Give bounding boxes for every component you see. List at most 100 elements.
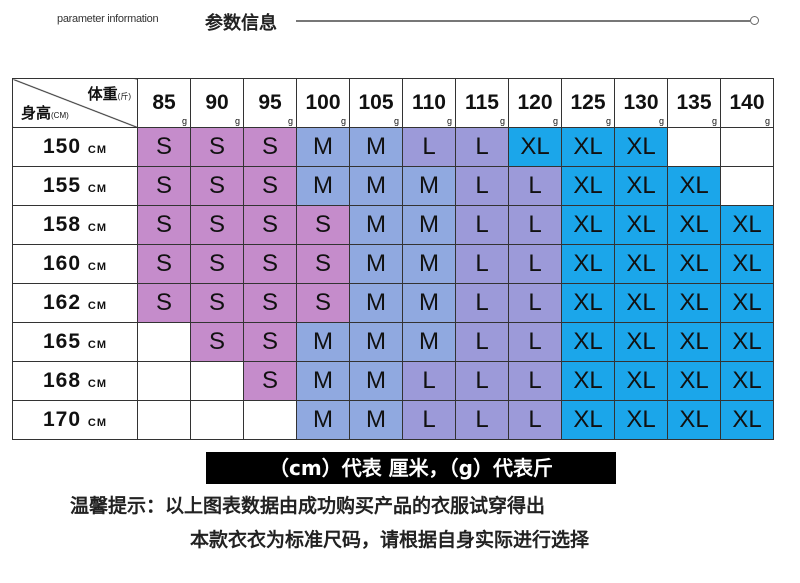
size-cell: XL [720, 205, 774, 245]
size-cell: S [190, 127, 244, 167]
size-cell: S [190, 283, 244, 323]
size-cell: M [296, 361, 350, 401]
size-row: 165 CM S S M M M L L XL XL XL XL [12, 322, 774, 362]
size-cell: XL [614, 400, 668, 440]
size-cell [137, 322, 191, 362]
size-cell: XL [667, 322, 721, 362]
weight-header-cell: 115 g [455, 78, 509, 128]
size-cell: L [455, 166, 509, 206]
size-cell [243, 400, 297, 440]
size-cell: S [296, 205, 350, 245]
size-cell: M [349, 283, 403, 323]
weight-value: 105 [358, 91, 394, 114]
height-value: 160 [43, 252, 82, 275]
size-cell: XL [614, 244, 668, 284]
weight-unit-suffix: g [605, 116, 611, 126]
size-cell: XL [667, 205, 721, 245]
size-cell: M [349, 322, 403, 362]
size-cell: S [243, 283, 297, 323]
size-cell [137, 400, 191, 440]
size-row: 155 CM S S S M M M L L XL XL XL [12, 166, 774, 206]
weight-value: 125 [570, 91, 606, 114]
weight-header-cell: 120 g [508, 78, 562, 128]
weight-unit: (斤) [117, 92, 131, 101]
size-cell: L [508, 361, 562, 401]
size-cell: S [243, 361, 297, 401]
size-cell: S [243, 244, 297, 284]
height-cell: 160 CM [12, 244, 138, 284]
size-cell: XL [561, 166, 615, 206]
size-cell: S [296, 244, 350, 284]
weight-value: 130 [623, 91, 659, 114]
size-cell: S [190, 205, 244, 245]
size-cell: S [137, 283, 191, 323]
size-cell: L [508, 322, 562, 362]
weight-unit-suffix: g [711, 116, 717, 126]
size-cell: L [455, 322, 509, 362]
weight-value: 100 [305, 91, 341, 114]
size-cell: L [455, 205, 509, 245]
size-row: 160 CM S S S S M M L L XL XL XL XL [12, 244, 774, 284]
size-cell: L [455, 361, 509, 401]
size-cell: L [508, 166, 562, 206]
size-cell: L [402, 400, 456, 440]
size-cell: XL [508, 127, 562, 167]
height-unit-suffix: CM [87, 378, 107, 390]
size-cell: L [508, 400, 562, 440]
size-cell: M [349, 400, 403, 440]
size-cell: S [243, 205, 297, 245]
weight-label: 体重 [87, 86, 118, 103]
size-cell: XL [561, 127, 615, 167]
height-value: 150 [43, 135, 82, 158]
size-cell [667, 127, 721, 167]
weight-header-cell: 130 g [614, 78, 668, 128]
size-cell: XL [561, 400, 615, 440]
section-title-en: parameter information [57, 13, 159, 25]
size-cell: XL [720, 283, 774, 323]
size-cell: S [190, 166, 244, 206]
size-chart-table: 体重(斤) 身高(CM) 85 g 90 g 95 g 100 g 105 g 110 g 115 g 12… [12, 78, 774, 440]
size-cell: M [349, 361, 403, 401]
size-cell: XL [720, 322, 774, 362]
height-cell: 155 CM [12, 166, 138, 206]
weight-unit-suffix: g [446, 116, 452, 126]
weight-header-cell: 125 g [561, 78, 615, 128]
weight-unit-suffix: g [181, 116, 187, 126]
size-cell: XL [561, 361, 615, 401]
size-row: 158 CM S S S S M M L L XL XL XL XL [12, 205, 774, 245]
weight-header-cell: 105 g [349, 78, 403, 128]
height-cell: 150 CM [12, 127, 138, 167]
size-cell [190, 361, 244, 401]
size-row: 168 CM S M M L L L XL XL XL XL [12, 361, 774, 401]
weight-unit-suffix: g [552, 116, 558, 126]
height-value: 158 [43, 213, 82, 236]
height-cell: 165 CM [12, 322, 138, 362]
tip-line-2: 本款衣衣为标准尺码，请根据自身实际进行选择 [190, 529, 590, 551]
size-cell [190, 400, 244, 440]
height-unit-suffix: CM [87, 417, 107, 429]
size-row: 162 CM S S S S M M L L XL XL XL XL [12, 283, 774, 323]
height-cell: 158 CM [12, 205, 138, 245]
size-cell: M [349, 127, 403, 167]
size-cell: S [243, 322, 297, 362]
height-value: 155 [43, 174, 82, 197]
size-cell: XL [667, 400, 721, 440]
size-cell [720, 127, 774, 167]
size-cell: L [508, 244, 562, 284]
size-cell: S [190, 244, 244, 284]
size-cell: S [137, 205, 191, 245]
size-cell: XL [667, 166, 721, 206]
size-cell: L [455, 283, 509, 323]
weight-header-cell: 140 g [720, 78, 774, 128]
weight-unit-suffix: g [234, 116, 240, 126]
size-cell [137, 361, 191, 401]
height-value: 165 [43, 330, 82, 353]
weight-value: 140 [729, 91, 765, 114]
weight-value: 120 [517, 91, 553, 114]
height-label: 身高 [21, 105, 52, 122]
size-cell: XL [561, 205, 615, 245]
size-cell [720, 166, 774, 206]
size-cell: XL [614, 322, 668, 362]
size-cell: M [402, 283, 456, 323]
size-cell: XL [614, 361, 668, 401]
